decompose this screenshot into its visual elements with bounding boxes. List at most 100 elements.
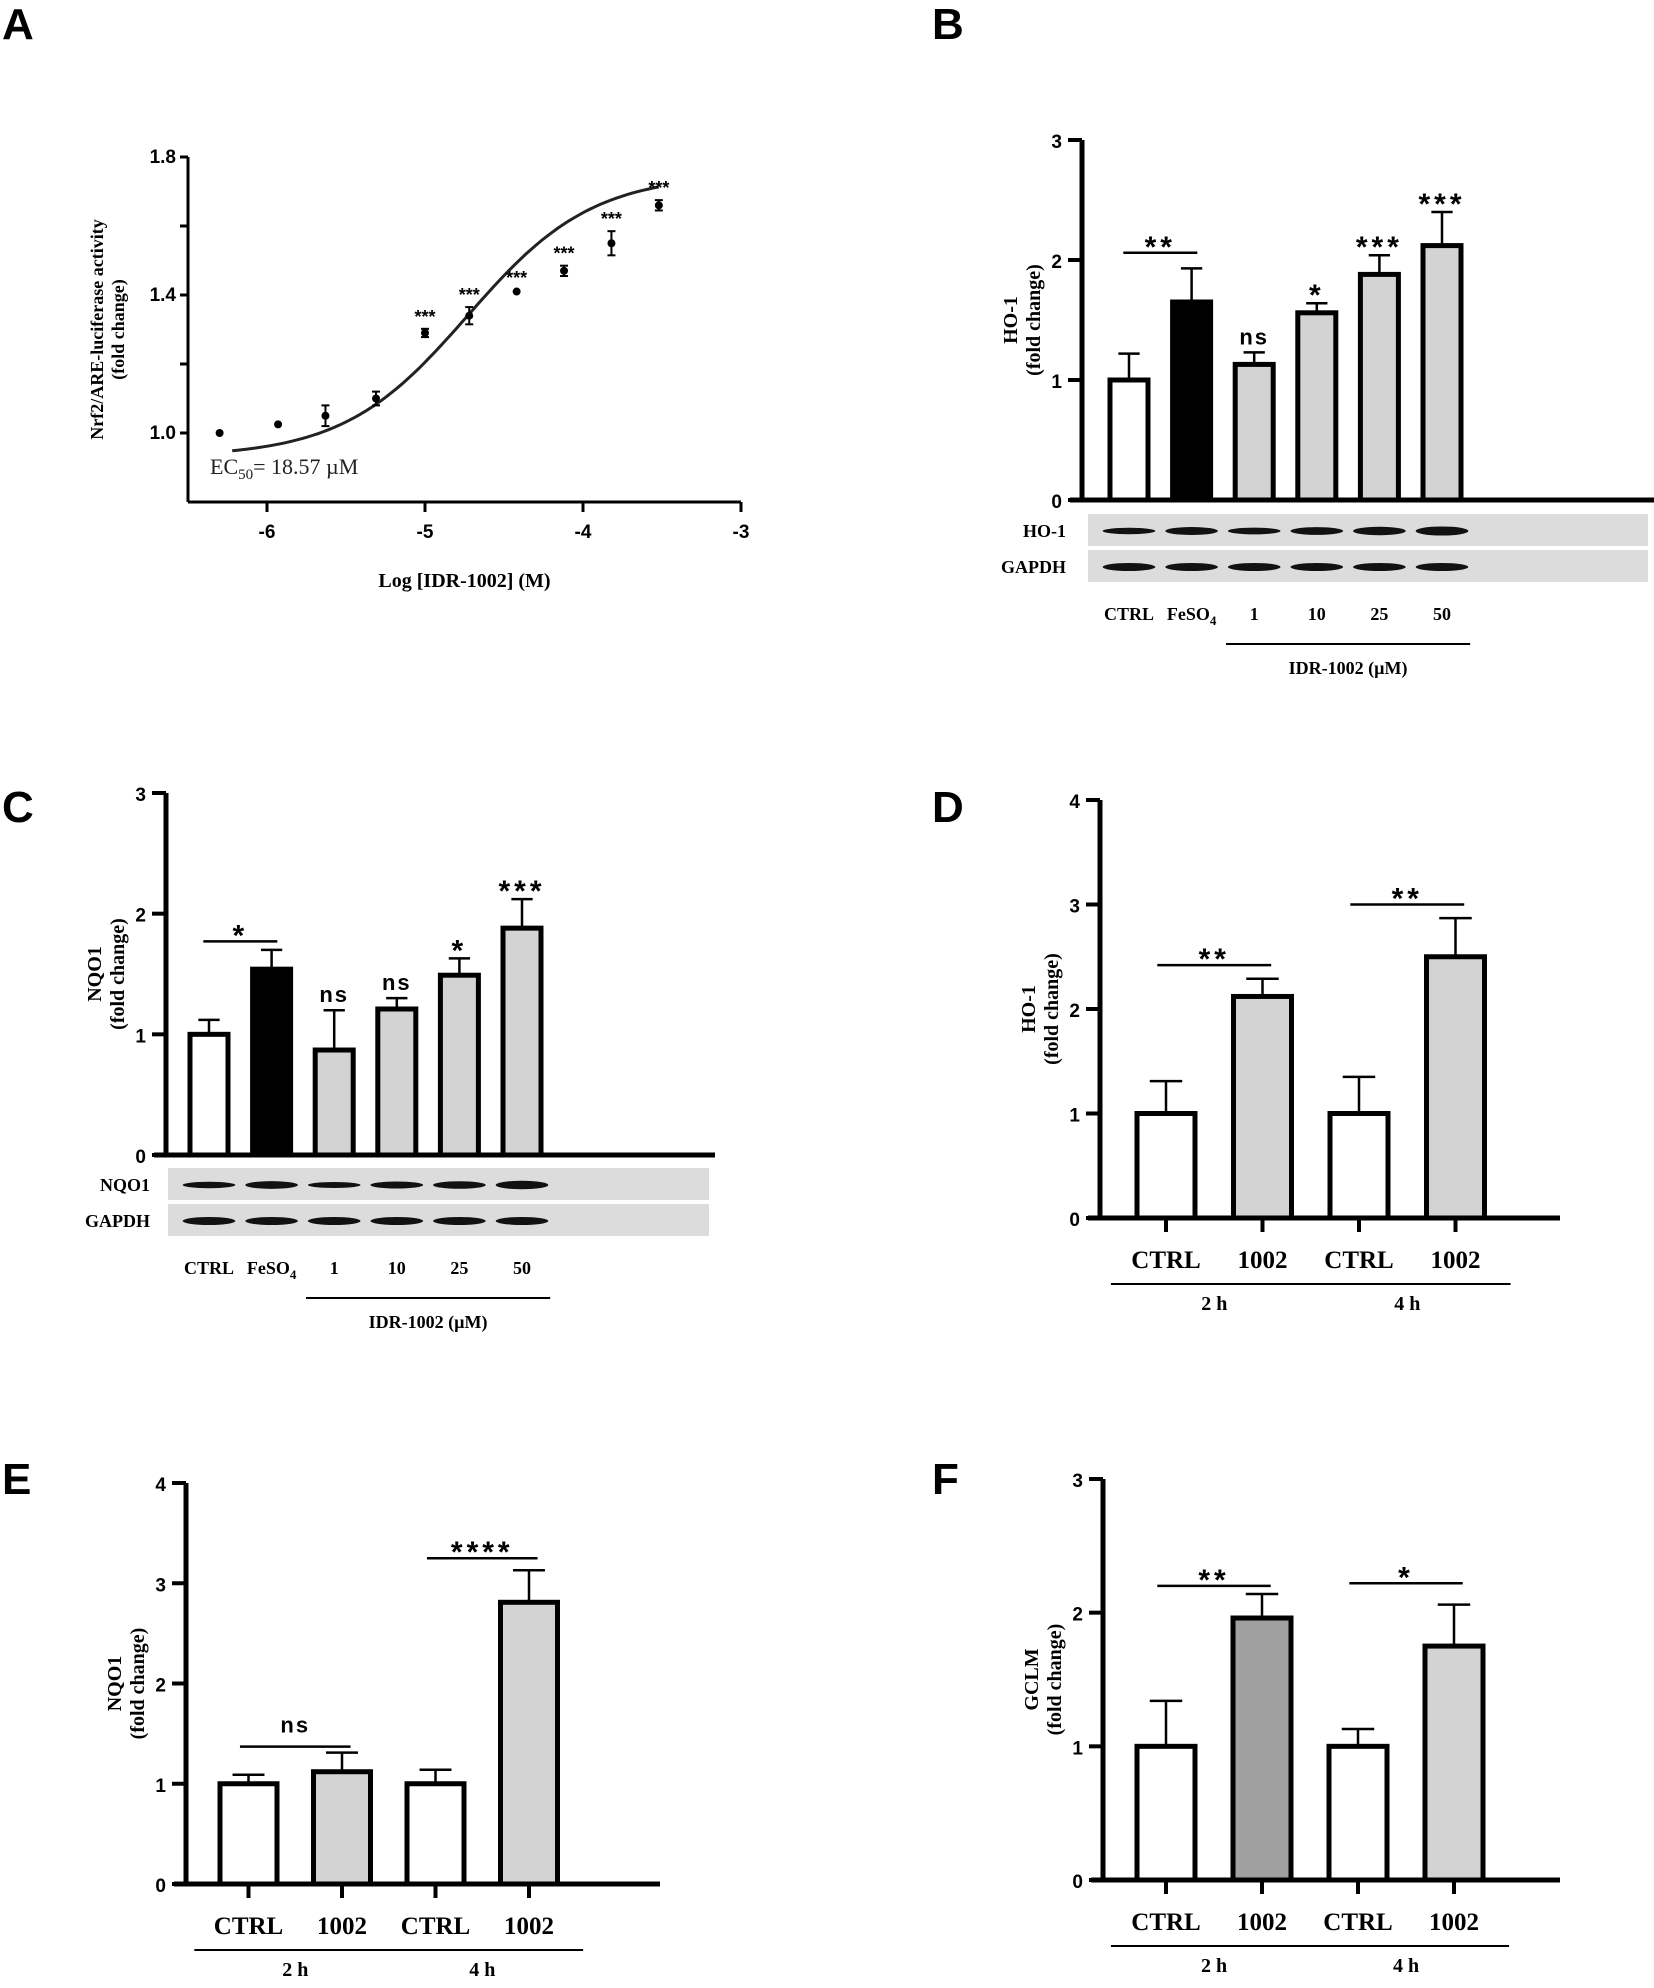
y-tick-label: 1.4 — [150, 285, 177, 306]
lane-label: CTRL — [1104, 604, 1154, 624]
y-tick-label: 1.0 — [150, 423, 176, 444]
blot-band — [1415, 526, 1469, 536]
data-point — [654, 201, 663, 210]
x-tick-label: -3 — [733, 522, 750, 543]
significance-label: ** — [1392, 883, 1423, 916]
y-tick-label: 3 — [1069, 897, 1080, 918]
blot-band — [182, 1181, 236, 1189]
bar — [437, 972, 481, 1158]
significance-label: * — [452, 934, 468, 967]
lane-label: 25 — [1370, 604, 1388, 624]
data-point — [607, 239, 616, 248]
y-tick-label: 0 — [155, 1876, 166, 1897]
x-axis-label: Log [IDR-1002] (M) — [378, 570, 550, 592]
data-point — [215, 429, 224, 437]
y-axis-label: NQO1 — [84, 946, 106, 1002]
lane-label-subscript: 4 — [290, 1267, 297, 1282]
bar — [1170, 299, 1214, 503]
x-category-label: 1002 — [504, 1913, 554, 1940]
y-axis-label-2: (fold change) — [1041, 953, 1063, 1065]
x-category-label: 1002 — [1238, 1247, 1288, 1274]
bar — [1230, 1615, 1294, 1883]
group-label: 4 h — [469, 1959, 495, 1981]
y-axis-label-2: (fold change) — [107, 918, 129, 1030]
bar — [1134, 1111, 1198, 1221]
western-blot-b: HO-1 GAPDH CTRL FeSO4 1 10 25 50 IDR-1002 (µM) — [1001, 514, 1648, 679]
x-category-label: 1002 — [1429, 1909, 1479, 1936]
blot-band — [307, 1181, 361, 1189]
blot-row-label: HO-1 — [1023, 521, 1066, 541]
y-axis-label-2: (fold change) — [108, 279, 129, 380]
bar — [1232, 361, 1276, 503]
x-category-label: CTRL — [1131, 1247, 1200, 1274]
chart-e: 0 1 2 3 4 NQO1 (fold change) CTRL 1002 CTRL 1002 ns… — [104, 1475, 660, 1981]
y-tick-label: 0 — [1072, 1872, 1083, 1893]
lane-label: 10 — [1308, 604, 1326, 624]
bar — [500, 925, 544, 1158]
y-axis-label-2: (fold change) — [1044, 1624, 1066, 1736]
panel-label-e: E — [2, 1455, 32, 1504]
panel-label-c: C — [2, 783, 34, 832]
bar — [1107, 377, 1151, 503]
significance-label: * — [232, 919, 248, 952]
blot-band — [1227, 527, 1281, 535]
data-point — [421, 328, 429, 337]
group-label: 4 h — [1393, 1955, 1419, 1977]
bar — [1422, 1643, 1486, 1883]
x-category-label: CTRL — [1324, 1247, 1393, 1274]
x-category-label: CTRL — [1323, 1909, 1392, 1936]
bar — [217, 1781, 280, 1887]
lane-label: FeSO4 — [247, 1258, 297, 1282]
x-tick-label: -4 — [575, 522, 592, 543]
blot-band — [1102, 527, 1156, 535]
y-axis-label: Nrf2/ARE-luciferase activity — [87, 219, 107, 439]
bar — [1134, 1743, 1198, 1883]
bar — [1231, 993, 1294, 1221]
blot-band — [1353, 526, 1406, 536]
significance-label: ns — [382, 970, 412, 995]
bar — [1327, 1111, 1391, 1221]
lane-label: FeSO4 — [1167, 604, 1217, 628]
chart-d: 0 1 2 3 4 HO-1 (fold change) CTRL 1002 CTRL 1002 **… — [1018, 792, 1560, 1315]
data-point — [274, 420, 283, 429]
panel-label-f: F — [932, 1455, 959, 1504]
ec50-prefix: EC — [210, 454, 238, 479]
data-point — [465, 311, 474, 320]
bar — [1357, 271, 1401, 503]
lane-label: 1 — [1250, 604, 1259, 624]
group-label: 2 h — [1201, 1293, 1227, 1315]
blot-band — [1290, 527, 1344, 535]
significance-label: ns — [1239, 324, 1269, 349]
significance-label: **** — [451, 1536, 514, 1569]
fit-curve — [232, 185, 660, 453]
significance-label: *** — [506, 268, 527, 288]
blot-band — [495, 1217, 549, 1225]
significance-label: ** — [1145, 231, 1176, 264]
panel-label-a: A — [2, 0, 34, 49]
significance-label: * — [1309, 279, 1325, 312]
lane-label-subscript: 4 — [1210, 613, 1217, 628]
significance-label: *** — [1356, 231, 1403, 264]
blot-band — [245, 1181, 298, 1189]
y-tick-label: 1 — [1051, 372, 1062, 393]
lane-label: 1 — [330, 1258, 339, 1278]
significance-label: *** — [459, 285, 480, 305]
significance-label: ns — [319, 982, 349, 1007]
y-tick-label: 3 — [135, 785, 146, 806]
ec50-subscript: 50 — [238, 467, 253, 483]
y-tick-label: 0 — [1051, 492, 1062, 513]
y-tick-label: 2 — [155, 1676, 166, 1697]
blot-band — [245, 1217, 298, 1225]
data-point — [372, 394, 381, 403]
group-label: 2 h — [282, 1959, 308, 1981]
significance-label: *** — [554, 244, 575, 264]
bar — [311, 1769, 373, 1887]
y-tick-label: 2 — [135, 906, 146, 927]
lane-label: CTRL — [184, 1258, 234, 1278]
blot-band — [1290, 563, 1344, 571]
significance-label: *** — [498, 875, 545, 908]
bar — [1295, 310, 1339, 503]
